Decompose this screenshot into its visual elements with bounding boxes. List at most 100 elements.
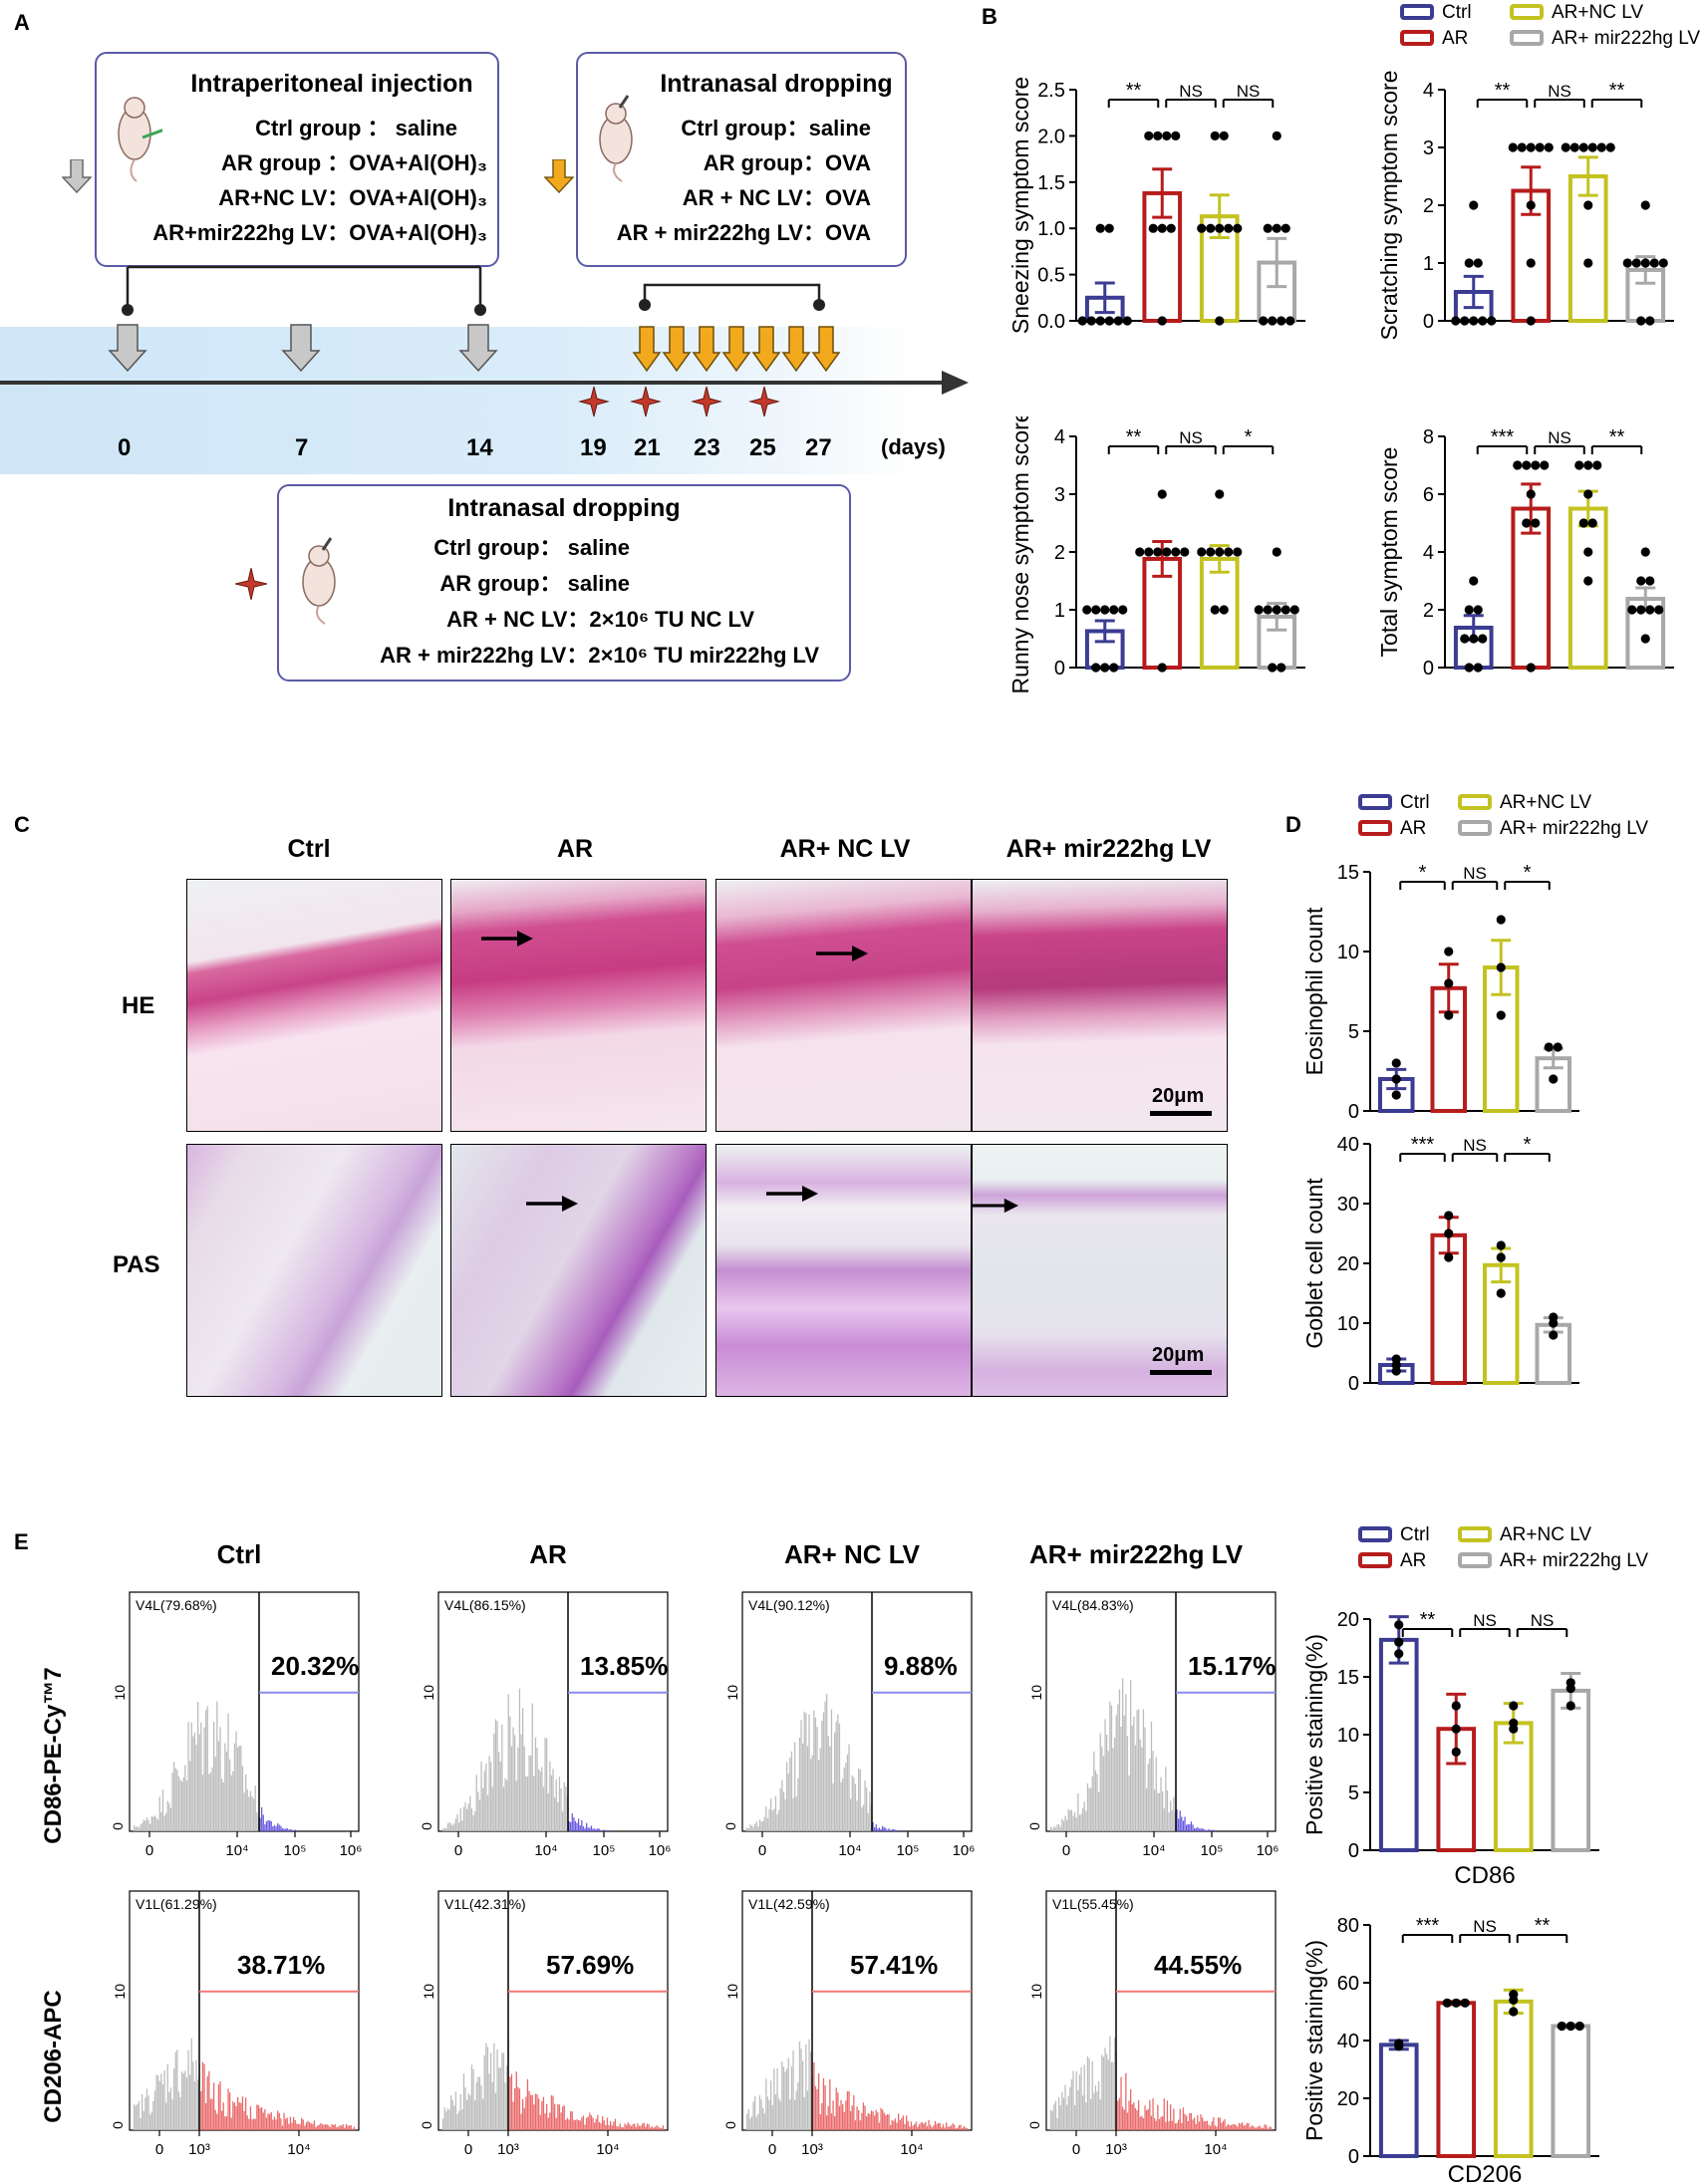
hist-bin — [762, 2107, 764, 2130]
hist-bin — [451, 1824, 453, 1831]
hist-bin — [755, 1821, 757, 1831]
hist-bin — [1157, 2104, 1159, 2130]
hist-bin — [201, 2061, 204, 2130]
hist-bin — [843, 2111, 845, 2130]
hist-bin — [187, 2049, 189, 2130]
data-point — [1631, 258, 1641, 268]
hist-bin — [774, 2094, 777, 2130]
hist-bin — [323, 2124, 325, 2130]
hist-bin — [829, 2078, 831, 2130]
hist-bin — [766, 2096, 769, 2130]
hist-bin — [760, 1821, 762, 1831]
hist-bin — [451, 2099, 453, 2130]
data-point — [1215, 223, 1225, 233]
hist-bin — [1078, 2074, 1081, 2130]
hist-bin — [845, 2100, 847, 2130]
hist-bin — [752, 1826, 754, 1831]
hist-bin — [1173, 2108, 1175, 2130]
positive-percent: 57.41% — [850, 1950, 938, 1980]
hist-bin — [1253, 2125, 1255, 2130]
y-tick-label: 6 — [1423, 484, 1434, 506]
legend-mir: AR+ mir222hg LV — [1552, 28, 1701, 49]
hist-bin — [1107, 2059, 1109, 2130]
data-point — [1464, 605, 1474, 615]
hist-bin — [1165, 1767, 1167, 1831]
hist-bin — [157, 1819, 159, 1831]
hist-bin — [462, 1806, 465, 1831]
sig-label: ** — [1609, 80, 1625, 102]
hist-bin — [1082, 1807, 1084, 1831]
gate-label: V1L(55.45%) — [1052, 1896, 1134, 1912]
data-point — [1509, 1701, 1519, 1711]
hist-bin — [605, 2124, 607, 2130]
data-point — [1473, 663, 1483, 673]
hist-bin — [891, 2120, 893, 2130]
hist-bin — [144, 1820, 146, 1831]
histogram: V1L(42.59%) 57.41% 10 0 0 10³ 10⁴ — [722, 1890, 973, 2158]
data-point — [1464, 258, 1474, 268]
x-tick-label: 10⁶ — [649, 1842, 672, 1859]
hist-bin — [539, 2114, 541, 2130]
hist-bin — [142, 2110, 144, 2130]
hist-bin — [137, 2103, 139, 2130]
hist-bin — [256, 2104, 258, 2130]
hist-bin — [822, 2077, 825, 2130]
data-point — [1526, 316, 1536, 326]
scale-bar — [1150, 1111, 1212, 1116]
hist-bin — [192, 1736, 194, 1831]
data-point — [1583, 460, 1593, 470]
he-image-ctrl — [186, 879, 442, 1132]
hist-bin — [874, 1827, 876, 1831]
hist-bin — [237, 1747, 239, 1831]
hist-bin — [478, 2076, 481, 2130]
hist-bin — [177, 2091, 180, 2130]
hist-bin — [1070, 1809, 1073, 1831]
hist-bin — [774, 1795, 777, 1831]
hist-bin — [265, 2117, 268, 2130]
hist-bin — [870, 2110, 873, 2130]
gate-label: V1L(42.31%) — [444, 1896, 526, 1912]
hist-bin — [541, 2100, 543, 2130]
hist-bin — [1194, 1827, 1196, 1831]
hist-bin — [851, 1774, 853, 1831]
hist-bin — [805, 1713, 807, 1831]
hist-bin — [522, 2098, 524, 2130]
data-point — [1509, 1718, 1519, 1728]
hist-bin — [269, 1820, 271, 1831]
cd86-axis-label: CD86-PE-Cy™7 — [40, 1667, 67, 1844]
data-point — [1636, 576, 1646, 586]
x-axis-label: CD86 — [1454, 1862, 1515, 1889]
hist-bin — [514, 1735, 516, 1831]
hist-bin — [264, 2108, 266, 2130]
hist-bin — [466, 2099, 468, 2130]
hist-bin — [1250, 2126, 1252, 2130]
hist-bin — [882, 2109, 884, 2130]
hist-bin — [928, 2119, 930, 2130]
hist-bin — [353, 2126, 356, 2130]
cd206-chart: 0 20 40 60 80 Positive staining(%) CD206 *** NS *… — [1301, 1915, 1599, 2184]
day-label: 25 — [749, 434, 776, 461]
data-point — [1157, 489, 1167, 499]
hist-bin — [818, 1760, 820, 1831]
hist-bin — [800, 1720, 802, 1831]
hist-bin — [269, 2113, 271, 2130]
hist-bin — [544, 1738, 546, 1831]
hist-bin — [208, 2070, 210, 2130]
x-tick-label: 10⁵ — [897, 1842, 920, 1859]
hist-bin — [1090, 1787, 1092, 1831]
hist-bin — [318, 2124, 320, 2130]
hist-bin — [1208, 2124, 1210, 2130]
hist-bin — [1123, 2109, 1125, 2130]
hist-bin — [885, 2115, 887, 2130]
hist-bin — [792, 1797, 794, 1831]
hist-bin — [939, 2122, 941, 2130]
y-tick-label: 0 — [1026, 1822, 1042, 1830]
hist-bin — [1173, 1796, 1175, 1831]
hist-bin — [1152, 2098, 1154, 2130]
hist-bin — [838, 1723, 841, 1831]
hist-bin — [498, 2067, 500, 2130]
histo-col-title: AR+ NC LV — [779, 835, 911, 863]
hist-bin — [494, 2092, 497, 2130]
hist-bin — [1067, 2095, 1069, 2130]
hist-bin — [1216, 2126, 1218, 2130]
